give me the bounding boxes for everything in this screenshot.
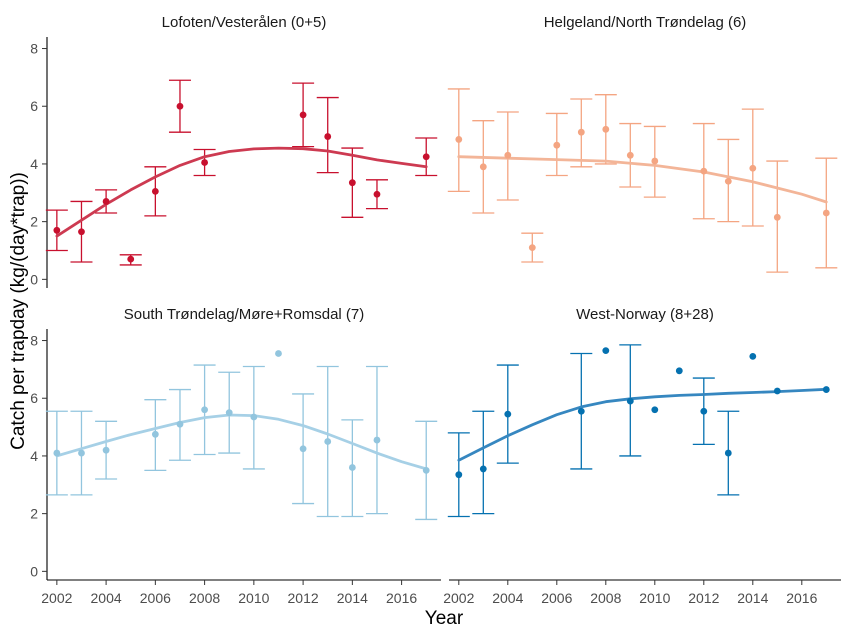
y-tick-label: 4 xyxy=(30,448,38,464)
y-tick-label: 2 xyxy=(30,214,38,230)
data-point xyxy=(773,213,781,221)
x-tick-label: 2006 xyxy=(541,590,572,606)
data-point xyxy=(127,255,135,263)
y-tick-label: 8 xyxy=(30,333,38,349)
data-point xyxy=(348,179,356,187)
trend-line xyxy=(55,146,428,238)
data-point xyxy=(151,430,159,438)
data-point xyxy=(651,157,659,165)
data-point xyxy=(176,420,184,428)
data-point xyxy=(724,449,732,457)
y-tick-label: 2 xyxy=(30,506,38,522)
x-tick-label: 2014 xyxy=(737,590,768,606)
data-point xyxy=(577,407,585,415)
x-tick-label: 2012 xyxy=(688,590,719,606)
error-bar xyxy=(472,410,495,515)
data-point xyxy=(348,464,356,471)
trend-line xyxy=(457,155,828,204)
data-point xyxy=(102,198,110,205)
data-point xyxy=(822,386,830,393)
data-point xyxy=(53,226,61,234)
x-axis-title: Year xyxy=(425,608,464,629)
x-tick-label: 2016 xyxy=(786,590,817,606)
y-axis-title: Catch per trapday (kg/(day*trap)) xyxy=(8,172,29,450)
data-point xyxy=(504,410,512,418)
panel-4: West-Norway (8+28) 2002 2004 2006 2008 2010 20… xyxy=(443,306,841,606)
data-point xyxy=(479,465,487,473)
data-point xyxy=(422,153,430,161)
data-point xyxy=(749,353,757,360)
trend-line xyxy=(457,387,828,462)
panel-3: South Trøndelag/Møre+Romsdal (7) 0 2 4 6 8 200… xyxy=(30,306,441,606)
data-point xyxy=(53,449,61,457)
data-point xyxy=(455,136,463,143)
x-tick-label: 2008 xyxy=(590,590,621,606)
data-point xyxy=(822,209,830,217)
data-point xyxy=(201,159,209,166)
x-tick-label: 2008 xyxy=(189,590,220,606)
x-tick-label: 2010 xyxy=(639,590,670,606)
y-tick-label: 6 xyxy=(30,98,38,114)
trend-line xyxy=(55,413,428,471)
data-point xyxy=(626,397,634,405)
panel-title: Lofoten/Vesterålen (0+5) xyxy=(162,14,327,31)
data-point xyxy=(324,133,332,140)
data-point xyxy=(299,445,307,453)
data-point xyxy=(553,141,561,149)
data-point xyxy=(724,177,732,185)
x-tick-label: 2016 xyxy=(386,590,417,606)
data-point xyxy=(528,244,536,252)
data-point xyxy=(176,102,184,110)
data-point xyxy=(78,228,85,236)
data-point xyxy=(324,438,332,445)
data-point xyxy=(422,466,430,474)
x-tick-label: 2002 xyxy=(41,590,72,606)
data-point xyxy=(275,350,282,357)
y-tick-label: 0 xyxy=(30,271,38,287)
data-point xyxy=(651,406,659,414)
data-point xyxy=(700,167,708,175)
data-point xyxy=(577,128,585,136)
data-point xyxy=(373,436,381,444)
data-point xyxy=(455,471,463,479)
x-tick-label: 2004 xyxy=(492,590,523,606)
data-point xyxy=(749,164,757,172)
data-point xyxy=(773,387,781,395)
data-point xyxy=(151,187,159,195)
data-point xyxy=(373,190,381,198)
x-tick-label: 2004 xyxy=(91,590,122,606)
x-tick-label: 2002 xyxy=(443,590,474,606)
x-tick-label: 2006 xyxy=(140,590,171,606)
x-tick-label: 2014 xyxy=(337,590,368,606)
data-point xyxy=(201,406,209,414)
panel-title: West-Norway (8+28) xyxy=(576,306,714,323)
data-point xyxy=(602,125,610,133)
data-point xyxy=(299,111,307,119)
data-point xyxy=(602,347,610,355)
y-tick-label: 8 xyxy=(30,41,38,57)
data-point xyxy=(250,413,258,421)
data-point xyxy=(504,151,512,159)
panel-1: Lofoten/Vesterålen (0+5) 0 2 4 6 8 xyxy=(30,14,438,288)
panel-title: Helgeland/North Trøndelag (6) xyxy=(544,14,747,31)
data-point xyxy=(225,409,233,417)
data-point xyxy=(675,367,683,375)
x-tick-label: 2010 xyxy=(238,590,269,606)
data-point xyxy=(700,407,708,415)
x-tick-label: 2012 xyxy=(288,590,319,606)
y-tick-label: 6 xyxy=(30,390,38,406)
y-tick-label: 4 xyxy=(30,156,38,172)
panel-title: South Trøndelag/Møre+Romsdal (7) xyxy=(124,306,365,323)
panel-2: Helgeland/North Trøndelag (6) xyxy=(447,14,838,273)
data-point xyxy=(78,449,85,457)
data-point xyxy=(479,163,487,171)
y-tick-label: 0 xyxy=(30,563,38,579)
data-point xyxy=(626,151,634,159)
data-point xyxy=(102,446,110,454)
